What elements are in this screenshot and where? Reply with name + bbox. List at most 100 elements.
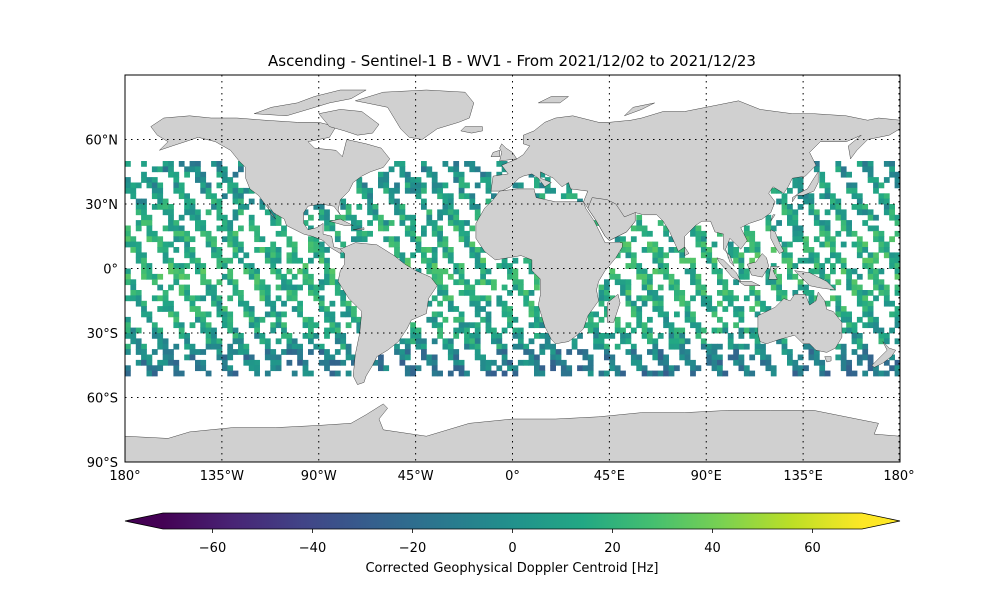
- doppler-cell: [819, 273, 826, 280]
- doppler-cell: [620, 241, 626, 248]
- doppler-cell: [297, 300, 303, 307]
- doppler-cell: [625, 252, 632, 259]
- doppler-cell: [469, 338, 476, 345]
- doppler-cell: [318, 214, 325, 221]
- doppler-cell: [711, 241, 718, 248]
- doppler-cell: [824, 236, 831, 243]
- doppler-cell: [593, 343, 599, 350]
- doppler-cell: [700, 230, 707, 237]
- doppler-cell: [125, 230, 131, 237]
- doppler-cell: [512, 370, 519, 377]
- doppler-cell: [835, 300, 842, 307]
- doppler-cell: [749, 327, 756, 334]
- doppler-cell: [195, 257, 201, 264]
- doppler-cell: [308, 290, 314, 296]
- doppler-cell: [372, 359, 379, 366]
- doppler-cell: [787, 187, 793, 194]
- doppler-cell: [437, 209, 443, 216]
- doppler-cell: [388, 220, 395, 226]
- doppler-cell: [717, 343, 723, 350]
- doppler-cell: [593, 338, 599, 345]
- doppler-cell: [329, 370, 336, 377]
- doppler-cell: [431, 359, 438, 366]
- doppler-cell: [195, 295, 201, 302]
- doppler-cell: [200, 177, 207, 183]
- land-south-america: [337, 242, 438, 385]
- doppler-cell: [614, 279, 621, 286]
- doppler-cell: [507, 365, 513, 372]
- doppler-cell: [404, 225, 411, 232]
- doppler-cell: [415, 333, 422, 339]
- doppler-cell: [151, 236, 158, 243]
- doppler-cell: [781, 295, 788, 302]
- doppler-cell: [334, 322, 341, 329]
- doppler-cell: [211, 198, 217, 205]
- doppler-cell: [254, 327, 260, 334]
- doppler-cell: [254, 359, 260, 366]
- doppler-cell: [760, 306, 766, 312]
- doppler-cell: [361, 187, 368, 194]
- doppler-cell: [539, 193, 546, 200]
- doppler-cell: [819, 171, 826, 178]
- doppler-cell: [717, 290, 723, 296]
- doppler-cell: [695, 273, 702, 280]
- doppler-cell: [162, 295, 169, 302]
- doppler-cell: [657, 252, 664, 259]
- doppler-cell: [345, 209, 352, 216]
- doppler-cell: [743, 236, 750, 243]
- doppler-cell: [388, 241, 395, 248]
- doppler-cell: [496, 295, 503, 302]
- doppler-cell: [168, 284, 174, 291]
- doppler-cell: [587, 359, 594, 366]
- doppler-cell: [604, 354, 610, 361]
- doppler-cell: [453, 359, 460, 366]
- doppler-cell: [324, 214, 330, 221]
- land-africa: [475, 188, 623, 344]
- doppler-cell: [679, 354, 686, 361]
- doppler-cell: [776, 284, 782, 291]
- doppler-cell: [846, 182, 852, 189]
- doppler-cell: [378, 225, 384, 232]
- doppler-cell: [205, 343, 212, 350]
- doppler-cell: [636, 220, 643, 226]
- doppler-cell: [227, 241, 234, 248]
- doppler-cell: [722, 290, 729, 296]
- doppler-cell: [873, 327, 879, 334]
- doppler-cell: [743, 225, 750, 232]
- doppler-cell: [270, 220, 277, 226]
- doppler-cell: [539, 365, 546, 372]
- doppler-cell: [765, 268, 772, 275]
- doppler-cell: [286, 295, 293, 302]
- doppler-cell: [157, 236, 164, 243]
- doppler-cell: [205, 333, 212, 339]
- doppler-cell: [846, 359, 852, 366]
- doppler-cell: [878, 279, 885, 286]
- doppler-cell: [248, 306, 255, 312]
- doppler-cell: [485, 327, 492, 334]
- doppler-cell: [889, 263, 895, 269]
- doppler-cell: [700, 236, 707, 243]
- doppler-cell: [141, 204, 147, 210]
- doppler-cell: [690, 322, 696, 329]
- doppler-cell: [200, 327, 207, 334]
- doppler-cell: [792, 236, 799, 243]
- doppler-cell: [803, 257, 809, 264]
- doppler-cell: [232, 236, 239, 243]
- doppler-cell: [469, 295, 476, 302]
- doppler-cell: [264, 354, 271, 361]
- doppler-cell: [297, 359, 303, 366]
- doppler-cell: [889, 214, 895, 221]
- doppler-cell: [189, 252, 196, 259]
- doppler-cell: [690, 230, 696, 237]
- colorbar-gradient: [162, 513, 863, 529]
- doppler-cell: [313, 204, 320, 210]
- doppler-cell: [700, 327, 707, 334]
- doppler-cell: [248, 322, 255, 329]
- doppler-cell: [162, 252, 169, 259]
- gridlines: [125, 75, 900, 462]
- doppler-cell: [840, 166, 847, 173]
- doppler-cell: [722, 322, 729, 329]
- doppler-cell: [404, 257, 411, 264]
- doppler-cell: [184, 236, 190, 243]
- latitude-labels: 60°N30°N0°30°S60°S90°S: [85, 134, 118, 472]
